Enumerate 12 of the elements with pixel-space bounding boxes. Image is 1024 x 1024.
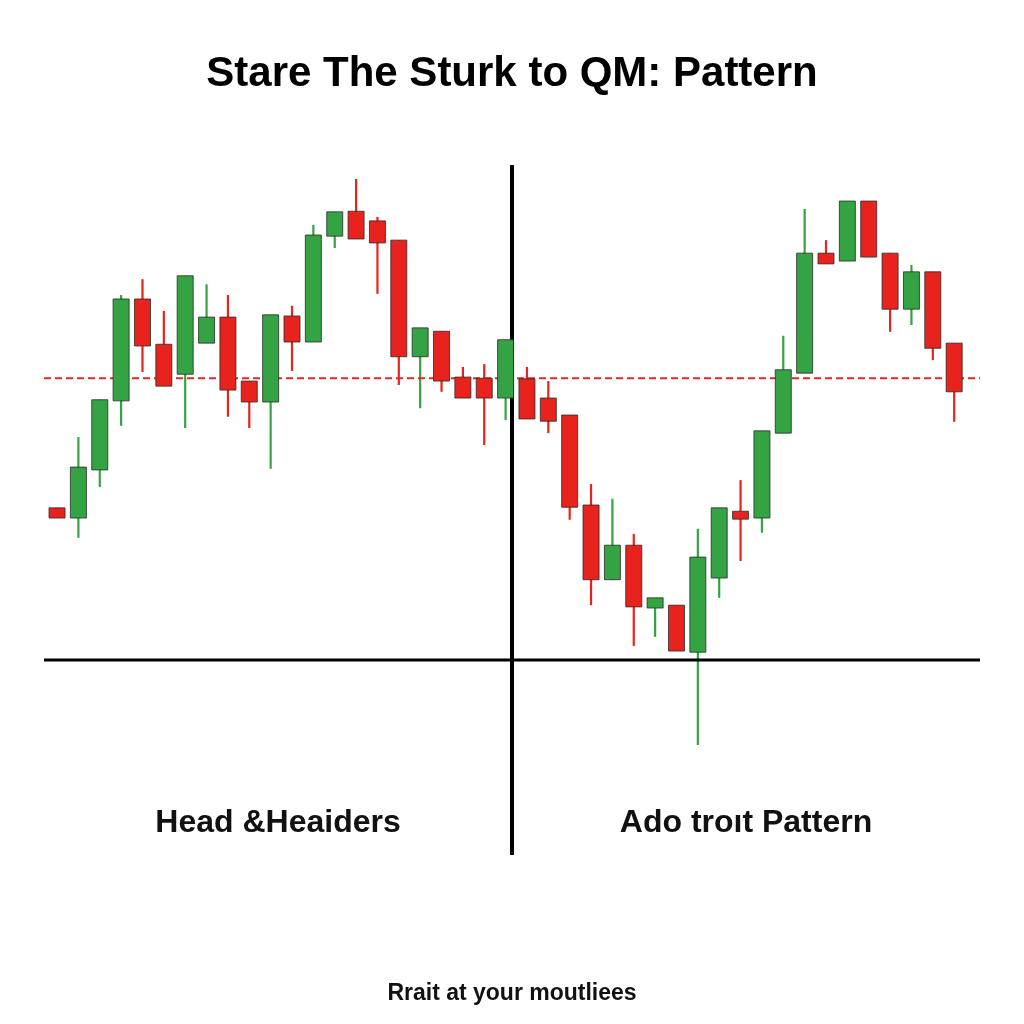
candlestick [454,365,472,400]
text: Head &Heaiders [155,803,401,839]
text: Ado troıt Pattern [619,803,873,839]
candlestick [646,596,664,638]
candlestick [475,362,493,447]
candlestick [539,379,557,435]
chart-title: Stare The Sturk to QM: Pattern [206,48,818,95]
candlestick [240,379,258,430]
candlestick [369,215,386,295]
candlestick [732,479,749,563]
candlestick [817,239,835,265]
text: Rrait at your moutliees [387,979,637,1005]
